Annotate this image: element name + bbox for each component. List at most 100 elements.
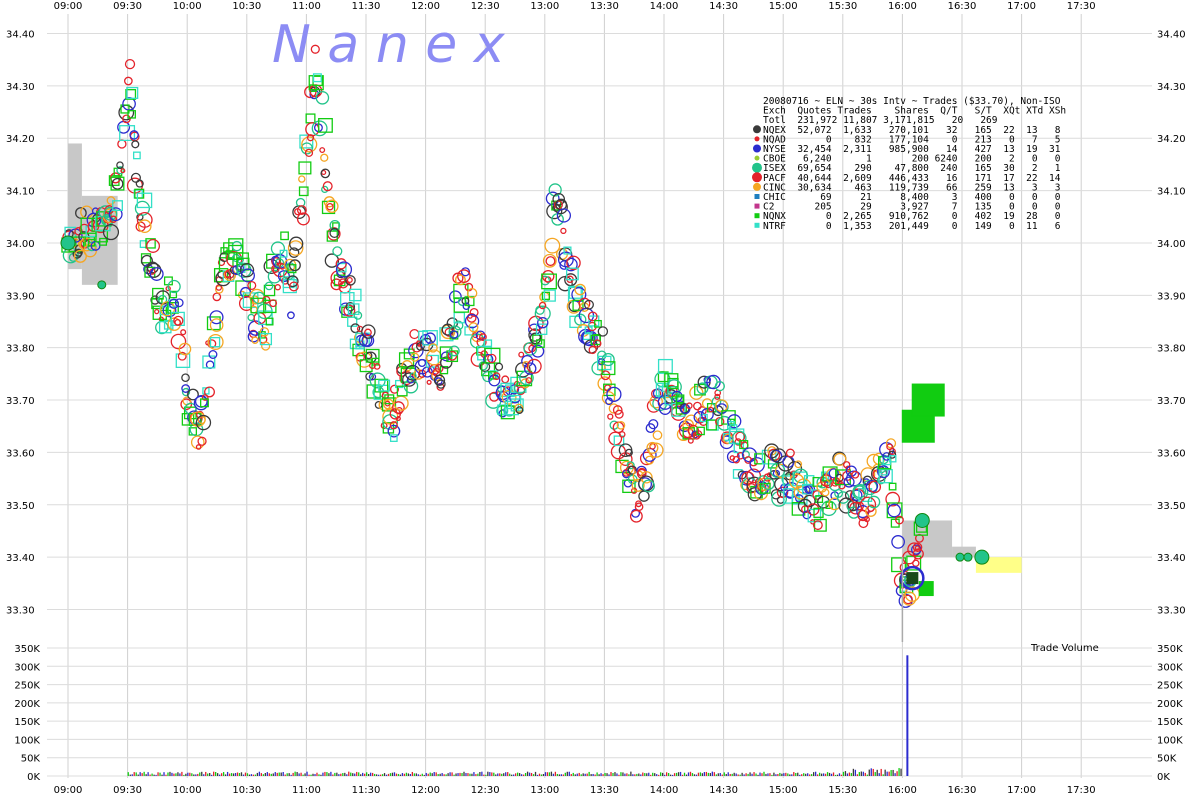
volume-bar bbox=[624, 773, 626, 776]
volume-bar bbox=[375, 774, 378, 776]
trade-marker-nyse bbox=[727, 414, 742, 429]
trade-marker-nqnx bbox=[125, 89, 137, 100]
volume-bar bbox=[213, 771, 215, 776]
trade-marker-nqnx bbox=[705, 419, 717, 431]
trade-marker-nyse bbox=[648, 419, 659, 430]
trade-marker-ntrf bbox=[279, 249, 288, 258]
trade-marker-ntrf bbox=[483, 339, 493, 348]
volume-bar bbox=[743, 774, 745, 776]
trade-marker-pacf bbox=[912, 548, 924, 560]
volume-bar bbox=[429, 772, 431, 776]
trade-marker-nqnx bbox=[657, 371, 669, 383]
trade-marker-nqad bbox=[434, 364, 444, 373]
volume-bar bbox=[842, 771, 845, 776]
volume-bar bbox=[854, 769, 857, 776]
price-tick-right: 33.30 bbox=[1157, 606, 1186, 617]
time-tick-top: 12:30 bbox=[471, 1, 500, 12]
volume-bar bbox=[576, 773, 578, 776]
volume-bar bbox=[691, 773, 694, 776]
trade-marker-cinc bbox=[178, 342, 192, 356]
volume-bar bbox=[856, 774, 859, 776]
volume-bar bbox=[568, 771, 570, 776]
volume-bar bbox=[596, 772, 598, 776]
trade-marker-nqad bbox=[154, 309, 160, 315]
volume-bar bbox=[242, 774, 245, 776]
trade-marker-nqad bbox=[714, 393, 721, 400]
volume-bar bbox=[175, 773, 177, 776]
trade-marker-isex bbox=[716, 415, 732, 431]
price-tick-left: 33.30 bbox=[6, 606, 35, 617]
trade-marker-pacf bbox=[807, 503, 820, 516]
volume-bar bbox=[401, 773, 404, 776]
volume-tick-left: 100K bbox=[14, 735, 40, 746]
volume-bar bbox=[665, 772, 668, 776]
trade-marker-nyse bbox=[460, 267, 471, 277]
volume-bar bbox=[220, 773, 223, 776]
price-tick-right: 34.20 bbox=[1157, 134, 1186, 145]
volume-bar bbox=[157, 772, 159, 776]
trade-marker-nqnx bbox=[541, 273, 557, 290]
price-tick-left: 33.60 bbox=[6, 448, 35, 459]
volume-bar bbox=[310, 774, 312, 776]
volume-bar bbox=[874, 772, 876, 776]
trade-marker-cinc bbox=[865, 505, 877, 517]
volume-bar bbox=[385, 774, 388, 776]
trade-marker-pacf bbox=[545, 256, 556, 267]
trade-marker-nqad bbox=[338, 278, 349, 289]
time-tick-bottom: 12:00 bbox=[411, 785, 440, 796]
price-tick-left: 33.90 bbox=[6, 291, 35, 302]
time-tick-top: 10:00 bbox=[173, 1, 202, 12]
volume-tick-right: 150K bbox=[1157, 717, 1183, 728]
volume-bar bbox=[528, 772, 531, 776]
trade-marker-ntrf bbox=[878, 469, 893, 484]
trade-marker-pacf bbox=[204, 386, 215, 398]
trade-marker-nyse bbox=[652, 388, 664, 399]
volume-bar bbox=[735, 773, 737, 776]
trade-marker-isex bbox=[264, 281, 274, 291]
volume-bar bbox=[673, 773, 676, 776]
trade-marker-isex bbox=[329, 219, 341, 231]
trade-marker-nqex bbox=[286, 275, 299, 288]
time-tick-bottom: 10:00 bbox=[173, 785, 202, 796]
trade-marker-nqnx bbox=[572, 299, 584, 311]
trade-marker-nyse bbox=[174, 298, 184, 308]
volume-bar bbox=[820, 773, 823, 776]
trade-marker-ntrf bbox=[729, 424, 738, 433]
trade-marker-nqex bbox=[803, 494, 816, 508]
volume-bar bbox=[554, 771, 557, 776]
volume-bar bbox=[141, 773, 143, 776]
volume-bar bbox=[703, 772, 706, 776]
volume-bar bbox=[749, 772, 751, 776]
trade-marker-isex bbox=[116, 166, 125, 175]
trade-marker-cinc bbox=[251, 336, 259, 344]
outlier-trade-isex bbox=[914, 512, 930, 528]
trade-marker-nqnx bbox=[110, 176, 125, 191]
trade-marker-nyse bbox=[680, 404, 691, 415]
trade-marker-nqnx bbox=[167, 302, 179, 314]
trade-marker-cinc bbox=[73, 249, 87, 263]
volume-bar bbox=[260, 773, 263, 776]
trade-marker-nqad bbox=[487, 353, 497, 364]
trade-marker-pacf bbox=[776, 486, 789, 499]
trade-marker-ntrf bbox=[699, 413, 708, 423]
volume-bar bbox=[411, 771, 413, 776]
price-axis: 33.30 33.30 33.40 33.40 33.50 33.50 33.60 33.60… bbox=[6, 30, 1186, 617]
volume-bar bbox=[632, 774, 634, 776]
volume-bar bbox=[181, 771, 183, 776]
price-tick-left: 34.20 bbox=[6, 134, 35, 145]
trade-marker-pacf bbox=[146, 238, 161, 253]
volume-bar bbox=[262, 774, 264, 776]
volume-bar bbox=[252, 774, 255, 776]
legend-row-chic: CHIC 69 21 8,400 3 400 0 0 0 bbox=[763, 192, 1061, 203]
volume-bar bbox=[640, 774, 642, 776]
trade-marker-isex bbox=[167, 279, 181, 294]
time-tick-top: 16:30 bbox=[948, 1, 977, 12]
trade-marker-cinc bbox=[640, 471, 653, 484]
volume-bar bbox=[574, 774, 576, 776]
trade-marker-nqnx bbox=[886, 502, 903, 519]
volume-bar bbox=[515, 773, 517, 776]
trade-marker-ntrf bbox=[889, 455, 897, 463]
trade-marker-isex bbox=[295, 197, 306, 208]
trade-marker-pacf bbox=[212, 292, 222, 302]
time-tick-bottom: 11:00 bbox=[292, 785, 321, 796]
